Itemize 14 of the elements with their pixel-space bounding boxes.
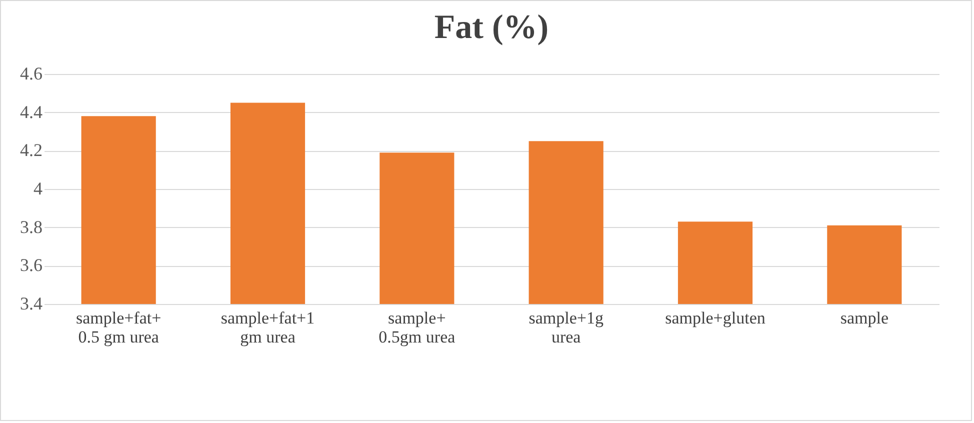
y-tick-label: 4.4 [20, 102, 42, 122]
x-tick-label: sample+ 0.5gm urea [378, 308, 456, 346]
y-tick-label: 4.6 [20, 64, 42, 84]
y-tick-label: 3.4 [20, 294, 42, 314]
x-tick-label: sample+1g urea [528, 308, 604, 346]
y-tick-label: 3.8 [20, 216, 42, 237]
chart-title: Fat (%) [434, 9, 549, 46]
x-tick-label: sample+gluten [665, 308, 766, 328]
x-tick-label: sample [840, 308, 888, 328]
y-tick-label: 4.2 [20, 140, 42, 160]
y-tick-label: 4 [34, 178, 42, 198]
x-tick-label: sample+fat+1 gm urea [220, 308, 315, 346]
y-tick-label: 3.6 [20, 255, 42, 276]
x-tick-label: sample+fat+ 0.5 gm urea [76, 308, 162, 346]
